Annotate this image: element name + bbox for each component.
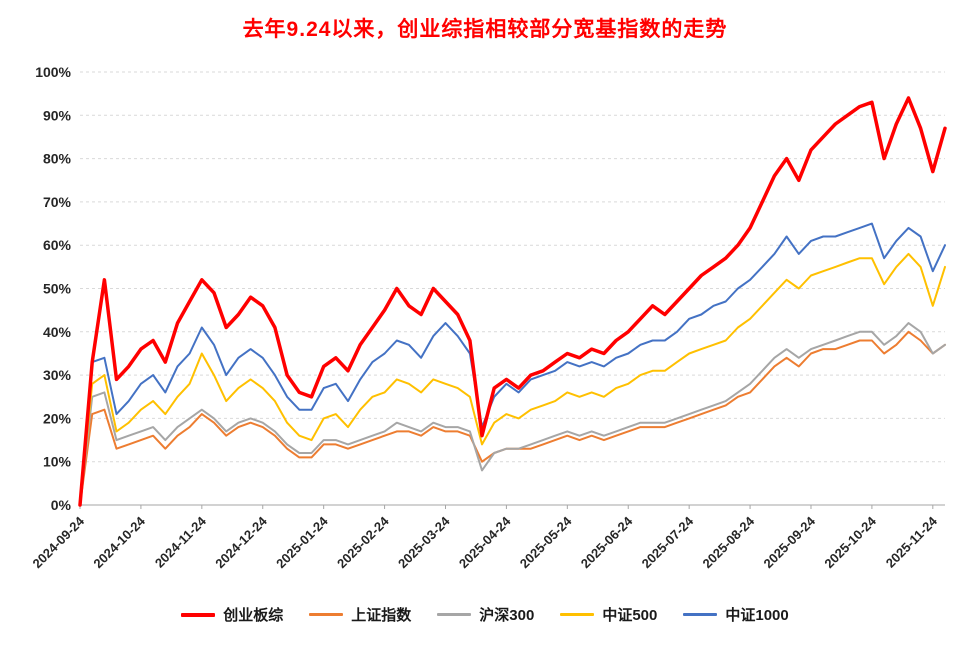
series-line-中证1000 — [79, 222, 946, 506]
x-tick-label: 2024-11-24 — [152, 513, 210, 571]
x-tick-label: 2025-10-24 — [821, 513, 879, 571]
y-tick-label: 100% — [35, 64, 71, 80]
y-tick-label: 90% — [43, 107, 72, 123]
legend-label: 中证1000 — [725, 607, 789, 624]
legend-item: 上证指数 — [309, 604, 411, 625]
legend-label: 沪深300 — [479, 607, 535, 624]
x-tick-label: 2025-06-24 — [578, 513, 636, 571]
x-tick-label: 2025-01-24 — [273, 513, 331, 571]
y-tick-label: 0% — [51, 497, 72, 513]
legend-item: 沪深300 — [437, 604, 534, 625]
x-tick-label: 2025-07-24 — [639, 513, 697, 571]
legend: 创业板综 上证指数 沪深300 中证500 中证1000 — [0, 604, 970, 625]
x-tick-label: 2025-09-24 — [760, 513, 818, 571]
legend-line-swatch — [560, 613, 595, 616]
x-tick-label: 2024-12-24 — [212, 513, 270, 571]
x-tick-label: 2025-05-24 — [517, 513, 575, 571]
y-tick-label: 20% — [43, 410, 72, 426]
legend-line-swatch — [309, 613, 344, 616]
x-tick-label: 2025-08-24 — [700, 513, 758, 571]
series-line-中证500 — [79, 252, 946, 506]
legend-item: 中证500 — [560, 604, 657, 625]
legend-label: 创业板综 — [223, 607, 284, 624]
y-tick-label: 30% — [43, 367, 72, 383]
legend-label: 上证指数 — [351, 607, 412, 624]
y-tick-label: 40% — [43, 324, 72, 340]
x-tick-label: 2024-10-24 — [90, 513, 148, 571]
y-tick-label: 10% — [43, 454, 72, 470]
x-tick-label: 2025-02-24 — [334, 513, 392, 571]
y-tick-label: 60% — [43, 237, 72, 253]
legend-item: 创业板综 — [181, 604, 283, 625]
series-line-沪深300 — [79, 322, 946, 506]
legend-line-swatch — [181, 612, 216, 617]
legend-label: 中证500 — [602, 607, 658, 624]
x-tick-label: 2025-04-24 — [456, 513, 514, 571]
x-tick-label: 2025-11-24 — [883, 513, 941, 571]
legend-item: 中证1000 — [683, 604, 789, 625]
y-tick-label: 50% — [43, 281, 72, 297]
legend-line-swatch — [437, 613, 472, 616]
series-line-创业板综 — [78, 96, 947, 507]
y-tick-label: 70% — [43, 194, 72, 210]
x-tick-label: 2024-09-24 — [29, 513, 87, 571]
x-tick-label: 2025-03-24 — [395, 513, 453, 571]
y-tick-label: 80% — [43, 151, 72, 167]
legend-line-swatch — [683, 613, 718, 616]
chart-title: 去年9.24以来，创业综指相较部分宽基指数的走势 — [242, 18, 728, 41]
